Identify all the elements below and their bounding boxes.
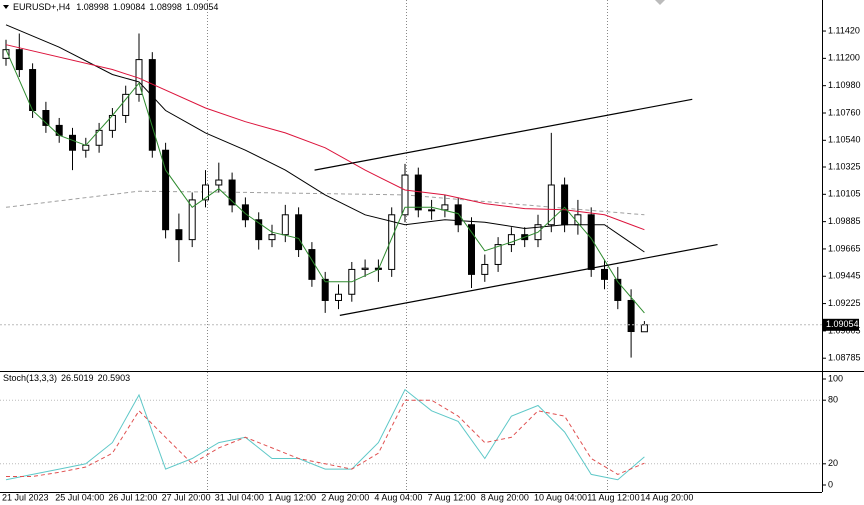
moving-average (5, 44, 645, 231)
scroll-marker (655, 0, 665, 5)
candle-body (255, 219, 263, 241)
high-value: 1.09084 (113, 2, 146, 12)
candle-body (547, 184, 555, 226)
candle-body (122, 93, 130, 116)
candle-body (42, 110, 50, 126)
candle-body (29, 69, 37, 112)
trendline (314, 98, 693, 171)
candle-body (601, 268, 608, 280)
menu-arrow[interactable] (3, 5, 9, 9)
candle-body (241, 204, 249, 221)
candle-body (69, 134, 76, 151)
candle-body (627, 299, 635, 333)
candle-body (228, 179, 236, 206)
x-tick-label: 11 Aug 12:00 (587, 492, 639, 502)
close-value: 1.09054 (186, 2, 219, 12)
candle-body (148, 59, 156, 151)
y-tick-label: 100 (828, 373, 843, 383)
y-tick-label: 1.09885 (828, 216, 861, 226)
current-price-label: 1.09054 (826, 319, 859, 329)
x-tick-label: 25 Jul 04:00 (55, 492, 104, 502)
candle-body (15, 49, 23, 71)
x-tick-label: 26 Jul 12:00 (108, 492, 157, 502)
stochastic-line (5, 388, 645, 481)
y-tick-label: 1.10105 (828, 189, 861, 199)
x-tick-label: 27 Jul 20:00 (162, 492, 211, 502)
candle-body (2, 49, 10, 59)
x-tick-label: 8 Aug 20:00 (481, 492, 529, 502)
symbol-header: EURUSD+,H4 1.08998 1.09084 1.08998 1.09054 (13, 2, 218, 12)
moving-average (5, 24, 645, 253)
candle-body (481, 263, 489, 275)
candle-body (494, 244, 502, 265)
candle-body (162, 149, 170, 231)
x-tick-label: 31 Jul 04:00 (215, 492, 264, 502)
candle-body (414, 174, 422, 211)
candle-body (507, 234, 515, 246)
y-tick-label: 1.11200 (828, 53, 860, 63)
signal-value: 20.5903 (98, 373, 131, 383)
candle-body (614, 278, 622, 301)
candle-body (335, 293, 342, 301)
y-tick-label: 1.09665 (828, 243, 861, 253)
x-tick-label: 4 Aug 04:00 (374, 492, 422, 502)
candle-body (361, 267, 369, 270)
candle-body (295, 214, 303, 251)
candle-body (175, 229, 183, 241)
candle-body (468, 224, 475, 275)
current-price-box (823, 318, 859, 331)
x-tick-label: 21 Jul 2023 (2, 492, 49, 502)
low-value: 1.08998 (149, 2, 182, 12)
candle-body (454, 204, 462, 226)
x-tick-label: 7 Aug 12:00 (428, 492, 476, 502)
candle-body (388, 214, 396, 270)
candle-body (561, 184, 569, 226)
y-tick-label: 1.10760 (828, 107, 861, 117)
y-tick-label: 1.11420 (828, 25, 860, 35)
y-tick-label: 1.10980 (828, 80, 861, 90)
y-tick-label: 20 (828, 458, 838, 468)
main-value: 26.5019 (61, 373, 94, 383)
x-tick-label: 14 Aug 20:00 (640, 492, 693, 502)
candle-body (268, 234, 276, 241)
candle-body (82, 144, 90, 151)
candle-body (188, 199, 196, 241)
y-tick-label: 1.09445 (828, 271, 861, 281)
x-tick-label: 10 Aug 04:00 (534, 492, 587, 502)
y-tick-label: 1.10325 (828, 161, 861, 171)
candle-body (321, 278, 329, 301)
y-tick-label: 80 (828, 395, 838, 405)
y-tick-label: 1.10540 (828, 135, 861, 145)
symbol: EURUSD+,H4 (13, 2, 70, 12)
trendline (339, 244, 718, 316)
moving-average (5, 190, 645, 216)
candle-body (640, 324, 648, 333)
y-tick-label: 1.08785 (828, 353, 861, 363)
candle-body (441, 204, 449, 211)
candle-body (428, 209, 436, 212)
candle-body (281, 214, 289, 236)
moving-average (5, 49, 645, 314)
open-value: 1.08998 (76, 2, 109, 12)
indicator-header: Stoch(13,3,3) 26.5019 20.5903 (3, 373, 130, 383)
indicator-label: Stoch(13,3,3) (3, 373, 57, 383)
y-tick-label: 0 (828, 479, 833, 489)
x-tick-label: 2 Aug 20:00 (321, 492, 369, 502)
candle-body (401, 174, 409, 216)
candle-body (587, 214, 595, 270)
y-tick-label: 1.09225 (828, 298, 861, 308)
candle-body (215, 179, 223, 186)
x-tick-label: 1 Aug 12:00 (268, 492, 316, 502)
stochastic-line (6, 399, 645, 477)
candle-body (202, 184, 209, 201)
